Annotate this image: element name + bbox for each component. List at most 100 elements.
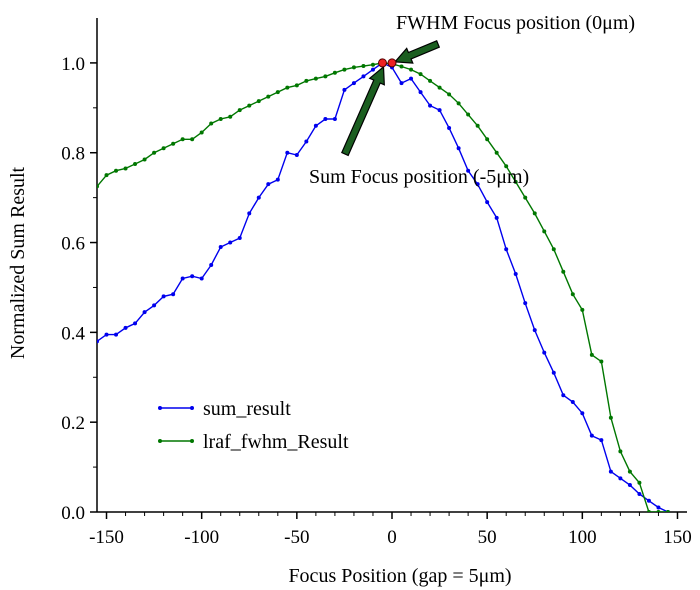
data-point-lraf_fwhm_Result xyxy=(332,70,337,75)
x-tick-label: 100 xyxy=(568,527,597,548)
data-point-sum_result xyxy=(399,81,404,86)
data-point-lraf_fwhm_Result xyxy=(190,137,195,142)
y-axis-title: Normalized Sum Result xyxy=(7,166,29,359)
sum-arrow xyxy=(341,65,385,157)
data-point-sum_result xyxy=(475,182,480,187)
data-point-lraf_fwhm_Result xyxy=(304,78,309,83)
data-point-sum_result xyxy=(646,498,651,503)
data-point-sum_result xyxy=(237,236,242,241)
data-point-lraf_fwhm_Result xyxy=(608,415,613,420)
data-point-sum_result xyxy=(542,350,547,355)
data-point-sum_result xyxy=(171,292,176,297)
data-point-lraf_fwhm_Result xyxy=(599,359,604,364)
x-tick-label: 0 xyxy=(387,527,397,548)
data-point-lraf_fwhm_Result xyxy=(437,85,442,90)
data-point-sum_result xyxy=(447,126,452,131)
data-point-lraf_fwhm_Result xyxy=(104,173,109,178)
data-point-sum_result xyxy=(523,301,528,306)
data-point-lraf_fwhm_Result xyxy=(504,164,509,169)
data-point-sum_result xyxy=(133,321,138,326)
sum-focus-marker xyxy=(377,58,387,68)
data-point-sum_result xyxy=(361,74,366,79)
data-point-sum_result xyxy=(513,271,518,276)
data-point-lraf_fwhm_Result xyxy=(551,247,556,252)
x-tick-label: 150 xyxy=(663,527,692,548)
data-point-lraf_fwhm_Result xyxy=(475,123,480,128)
y-tick-label: 0.4 xyxy=(61,323,85,344)
data-point-lraf_fwhm_Result xyxy=(152,150,157,155)
data-point-lraf_fwhm_Result xyxy=(656,510,661,512)
series-line-sum_result xyxy=(97,62,669,512)
x-tick-label: -100 xyxy=(184,527,219,548)
data-point-lraf_fwhm_Result xyxy=(418,72,423,77)
data-point-sum_result xyxy=(304,139,309,144)
data-point-sum_result xyxy=(570,399,575,404)
data-point-lraf_fwhm_Result xyxy=(665,510,670,512)
data-point-lraf_fwhm_Result xyxy=(428,78,433,83)
data-point-sum_result xyxy=(551,370,556,375)
data-point-lraf_fwhm_Result xyxy=(589,352,594,357)
data-point-sum_result xyxy=(494,215,499,220)
data-point-lraf_fwhm_Result xyxy=(351,65,356,70)
data-point-lraf_fwhm_Result xyxy=(313,76,318,81)
data-point-sum_result xyxy=(209,263,214,267)
data-point-lraf_fwhm_Result xyxy=(399,64,404,69)
data-point-sum_result xyxy=(104,332,109,337)
data-point-lraf_fwhm_Result xyxy=(523,195,528,200)
legend-swatch-dot xyxy=(190,439,194,443)
y-tick-label: 1.0 xyxy=(61,54,85,75)
data-point-sum_result xyxy=(532,328,537,333)
y-tick-label: 0.6 xyxy=(61,234,85,255)
data-point-sum_result xyxy=(313,123,318,128)
data-point-lraf_fwhm_Result xyxy=(256,99,261,104)
data-point-lraf_fwhm_Result xyxy=(247,103,252,108)
data-point-sum_result xyxy=(190,274,195,279)
data-point-lraf_fwhm_Result xyxy=(570,292,575,297)
data-point-sum_result xyxy=(409,76,414,81)
data-point-sum_result xyxy=(466,168,471,173)
data-point-sum_result xyxy=(504,247,509,252)
data-point-sum_result xyxy=(589,433,594,438)
data-point-lraf_fwhm_Result xyxy=(285,85,290,90)
fwhm-arrow xyxy=(393,40,441,64)
series-lraf_fwhm_Result xyxy=(97,60,670,512)
axes: -150 -100 -50 0 50 100 150 0.0 0.2 0.4 0.6 0.8 1.0 xyxy=(61,18,692,548)
data-point-sum_result xyxy=(199,276,204,281)
fwhm-focus-marker xyxy=(387,58,397,68)
data-point-sum_result xyxy=(247,211,252,216)
legend-swatch-dot xyxy=(158,406,162,410)
data-point-sum_result xyxy=(370,67,375,72)
data-point-lraf_fwhm_Result xyxy=(370,62,375,67)
legend-label: lraf_fwhm_Result xyxy=(203,431,349,453)
data-point-lraf_fwhm_Result xyxy=(485,137,490,142)
x-tick-label: 50 xyxy=(478,527,497,548)
data-point-sum_result xyxy=(437,108,442,113)
data-point-sum_result xyxy=(323,117,328,122)
data-point-sum_result xyxy=(266,182,271,187)
data-point-sum_result xyxy=(561,393,566,398)
data-point-lraf_fwhm_Result xyxy=(180,137,185,142)
data-point-sum_result xyxy=(161,294,166,299)
y-tick-label: 0.0 xyxy=(61,503,85,524)
data-point-lraf_fwhm_Result xyxy=(294,83,299,88)
x-axis-title: Focus Position (gap = 5μm) xyxy=(288,565,511,587)
data-point-sum_result xyxy=(580,411,585,416)
data-point-lraf_fwhm_Result xyxy=(409,67,414,72)
data-point-sum_result xyxy=(656,505,661,510)
data-point-lraf_fwhm_Result xyxy=(142,157,147,162)
data-point-lraf_fwhm_Result xyxy=(618,449,623,454)
data-point-sum_result xyxy=(114,332,119,337)
data-point-lraf_fwhm_Result xyxy=(266,94,271,99)
data-point-lraf_fwhm_Result xyxy=(447,92,452,97)
data-point-lraf_fwhm_Result xyxy=(209,121,214,126)
data-point-sum_result xyxy=(618,476,623,481)
data-point-sum_result xyxy=(608,469,613,474)
y-tick-label: 0.2 xyxy=(61,413,85,434)
y-tick-label: 0.8 xyxy=(61,144,85,165)
data-point-lraf_fwhm_Result xyxy=(542,229,547,234)
x-tick-label: -150 xyxy=(89,527,124,548)
legend-label: sum_result xyxy=(203,398,291,420)
data-point-lraf_fwhm_Result xyxy=(114,168,119,173)
